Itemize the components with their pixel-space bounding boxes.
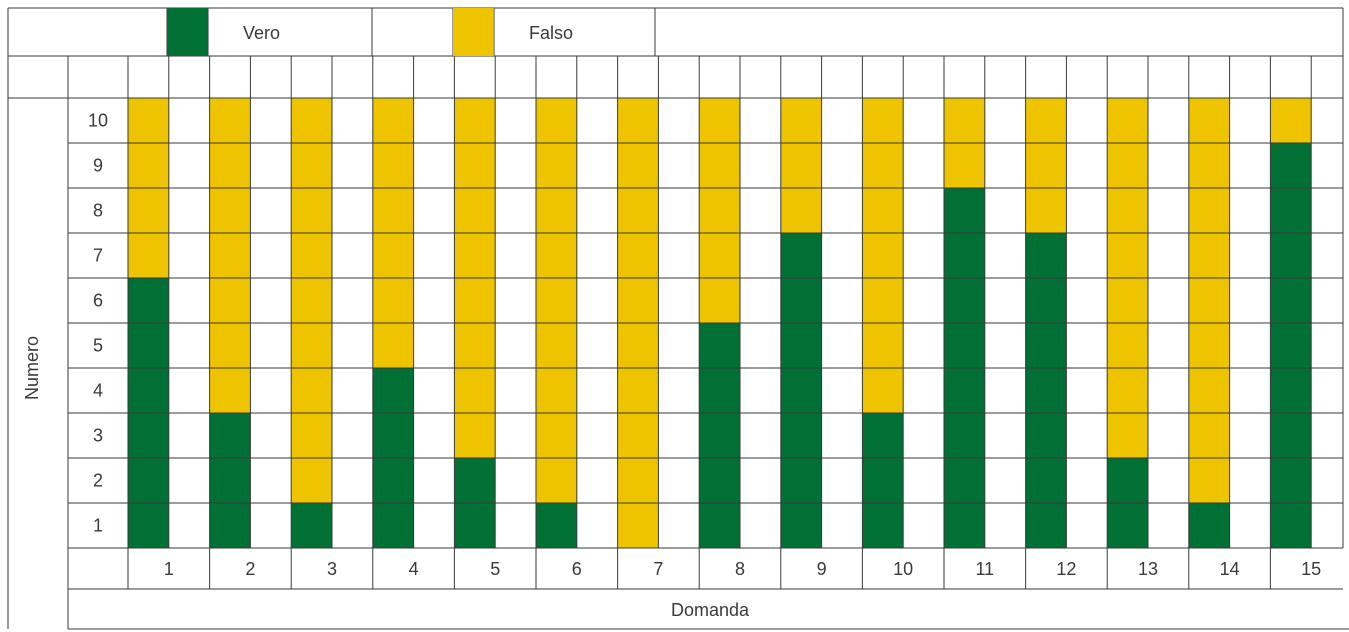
- x-tick-2: 2: [245, 559, 255, 579]
- bar-vero-q9: [780, 233, 822, 548]
- y-tick-1: 1: [93, 516, 103, 536]
- bar-vero-q10: [862, 413, 904, 548]
- bar-falso-q12: [1025, 98, 1067, 233]
- bar-falso-q2: [209, 98, 251, 413]
- bar-falso-q6: [536, 98, 577, 503]
- bar-falso-q10: [862, 98, 904, 413]
- bar-falso-q14: [1188, 98, 1230, 503]
- y-tick-6: 6: [93, 291, 103, 311]
- x-tick-7: 7: [653, 559, 663, 579]
- x-tick-13: 13: [1138, 559, 1158, 579]
- bar-falso-q8: [699, 98, 740, 323]
- y-tick-9: 9: [93, 156, 103, 176]
- bar-vero-q14: [1188, 503, 1230, 548]
- y-tick-8: 8: [93, 201, 103, 221]
- x-axis-label: Domanda: [671, 600, 750, 620]
- legend-swatch-vero: [167, 8, 208, 56]
- x-tick-9: 9: [817, 559, 827, 579]
- x-tick-labels: 1 2 3 4 5 6 7 8 9 10 11 12 13 14 15: [164, 559, 1321, 579]
- y-tick-3: 3: [93, 426, 103, 446]
- y-tick-4: 4: [93, 381, 103, 401]
- y-axis-label: Numero: [22, 336, 42, 400]
- x-tick-1: 1: [164, 559, 174, 579]
- bar-vero-q15: [1270, 143, 1312, 548]
- y-tick-2: 2: [93, 471, 103, 491]
- x-tick-5: 5: [490, 559, 500, 579]
- x-tick-3: 3: [327, 559, 337, 579]
- legend-label-vero: Vero: [243, 23, 280, 43]
- legend: Vero Falso: [167, 8, 573, 56]
- y-tick-5: 5: [93, 336, 103, 356]
- x-tick-4: 4: [409, 559, 419, 579]
- bar-vero-q12: [1025, 233, 1067, 548]
- x-tick-14: 14: [1220, 559, 1240, 579]
- legend-label-falso: Falso: [529, 23, 573, 43]
- bar-vero-q6: [536, 503, 577, 548]
- bar-vero-q8: [699, 323, 740, 548]
- bar-vero-q3: [291, 503, 332, 548]
- x-tick-12: 12: [1056, 559, 1076, 579]
- y-tick-10: 10: [88, 111, 108, 131]
- y-tick-7: 7: [93, 246, 103, 266]
- bar-vero-q2: [209, 413, 251, 548]
- x-tick-8: 8: [735, 559, 745, 579]
- x-tick-11: 11: [975, 559, 994, 579]
- bar-falso-q3: [291, 98, 332, 503]
- bar-falso-q9: [780, 98, 822, 233]
- y-tick-labels: 1 2 3 4 5 6 7 8 9 10: [88, 111, 108, 536]
- x-tick-10: 10: [893, 559, 913, 579]
- x-tick-15: 15: [1301, 559, 1321, 579]
- bar-falso-q15: [1270, 98, 1312, 143]
- legend-swatch-falso: [453, 8, 494, 56]
- grid-lines: [7, 7, 1349, 630]
- x-tick-6: 6: [572, 559, 582, 579]
